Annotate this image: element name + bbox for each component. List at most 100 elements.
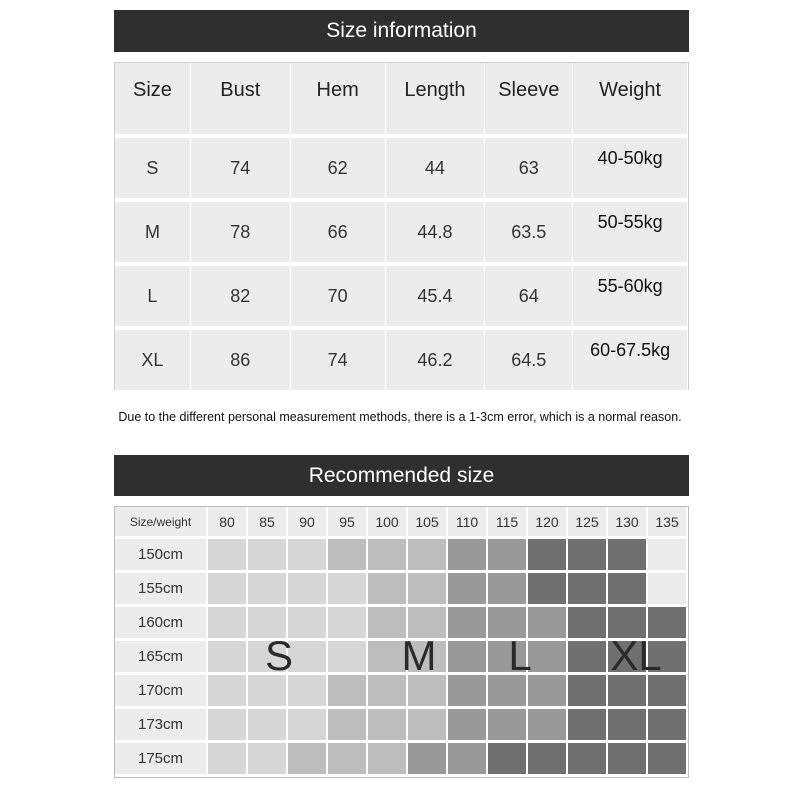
weight-header: 85 bbox=[248, 507, 288, 539]
size-cell bbox=[608, 641, 648, 675]
size-cell bbox=[208, 709, 248, 743]
weight-header: 125 bbox=[568, 507, 608, 539]
size-cell bbox=[568, 573, 608, 607]
size-cell bbox=[248, 675, 288, 709]
size-cell bbox=[528, 573, 568, 607]
size-cell bbox=[648, 675, 688, 709]
weight-header: 105 bbox=[408, 507, 448, 539]
table-cell: 70 bbox=[290, 266, 386, 326]
size-cell bbox=[528, 641, 568, 675]
size-cell bbox=[248, 573, 288, 607]
size-cell bbox=[208, 607, 248, 641]
table-cell: 63 bbox=[485, 138, 574, 198]
size-cell bbox=[288, 743, 328, 777]
table-cell: 64.5 bbox=[485, 330, 574, 390]
height-label: 165cm bbox=[115, 641, 208, 675]
size-cell bbox=[488, 743, 528, 777]
size-cell bbox=[648, 539, 688, 573]
table-cell: 50-55kg bbox=[573, 202, 688, 262]
column-header: Length bbox=[385, 63, 486, 134]
size-cell bbox=[248, 539, 288, 573]
size-cell bbox=[408, 743, 448, 777]
size-cell bbox=[328, 675, 368, 709]
table-row: S 74 62 44 63 40-50kg bbox=[115, 138, 688, 198]
table-cell: 45.4 bbox=[385, 266, 486, 326]
size-cell bbox=[288, 539, 328, 573]
size-cell bbox=[408, 675, 448, 709]
size-cell bbox=[288, 607, 328, 641]
size-cell bbox=[208, 539, 248, 573]
table-cell: 63.5 bbox=[485, 202, 574, 262]
size-cell bbox=[328, 539, 368, 573]
size-cell bbox=[328, 743, 368, 777]
weight-header: 120 bbox=[528, 507, 568, 539]
height-label: 160cm bbox=[115, 607, 208, 641]
size-cell bbox=[248, 607, 288, 641]
size-cell bbox=[408, 573, 448, 607]
size-cell bbox=[328, 573, 368, 607]
table-row: M 78 66 44.8 63.5 50-55kg bbox=[115, 202, 688, 262]
size-cell bbox=[608, 607, 648, 641]
size-cell bbox=[528, 539, 568, 573]
size-cell bbox=[408, 607, 448, 641]
size-cell bbox=[608, 675, 648, 709]
height-label: 173cm bbox=[115, 709, 208, 743]
table-cell: 74 bbox=[290, 330, 386, 390]
size-cell bbox=[648, 573, 688, 607]
size-zone-label: XL bbox=[610, 632, 662, 679]
size-zone-label: L bbox=[508, 632, 532, 679]
column-header: Size bbox=[115, 63, 191, 134]
size-cell bbox=[448, 675, 488, 709]
size-zone-label: M bbox=[401, 632, 437, 679]
size-cell bbox=[528, 675, 568, 709]
size-cell bbox=[568, 743, 608, 777]
column-header: Bust bbox=[190, 63, 291, 134]
size-cell bbox=[408, 641, 448, 675]
weight-header: 80 bbox=[208, 507, 248, 539]
size-cell bbox=[528, 709, 568, 743]
column-header: Weight bbox=[573, 63, 688, 134]
size-cell bbox=[248, 641, 288, 675]
size-cell bbox=[448, 607, 488, 641]
size-cell bbox=[288, 641, 328, 675]
size-cell bbox=[208, 641, 248, 675]
table-cell: 66 bbox=[290, 202, 386, 262]
size-cell bbox=[288, 709, 328, 743]
column-header: Sleeve bbox=[485, 63, 574, 134]
size-cell bbox=[368, 709, 408, 743]
column-header: Hem bbox=[290, 63, 386, 134]
size-cell bbox=[448, 641, 488, 675]
size-cell bbox=[608, 743, 648, 777]
size-info-title: Size information bbox=[114, 10, 689, 52]
size-cell bbox=[488, 675, 528, 709]
size-cell bbox=[488, 539, 528, 573]
table-cell: S bbox=[115, 138, 191, 198]
size-cell bbox=[368, 573, 408, 607]
size-cell bbox=[368, 743, 408, 777]
table-cell: 62 bbox=[290, 138, 386, 198]
recommended-title: Recommended size bbox=[114, 455, 689, 496]
size-cell bbox=[208, 675, 248, 709]
size-cell bbox=[288, 675, 328, 709]
table-cell: M bbox=[115, 202, 191, 262]
table-cell: 46.2 bbox=[385, 330, 486, 390]
size-cell bbox=[648, 641, 688, 675]
size-info-table: Size Bust Hem Length Sleeve Weight S 74 62 44 63 40… bbox=[114, 62, 689, 390]
measurement-note: Due to the different personal measuremen… bbox=[118, 410, 682, 424]
size-cell bbox=[488, 641, 528, 675]
table-row: L 82 70 45.4 64 55-60kg bbox=[115, 266, 688, 326]
weight-header: 130 bbox=[608, 507, 648, 539]
height-label: 175cm bbox=[115, 743, 208, 777]
size-cell bbox=[608, 573, 648, 607]
size-cell bbox=[568, 607, 608, 641]
weight-header: 115 bbox=[488, 507, 528, 539]
size-cell bbox=[328, 641, 368, 675]
table-cell: L bbox=[115, 266, 191, 326]
size-cell bbox=[288, 573, 328, 607]
table-cell: 86 bbox=[190, 330, 291, 390]
size-zone-label: S bbox=[264, 632, 294, 679]
size-cell bbox=[368, 641, 408, 675]
height-label: 170cm bbox=[115, 675, 208, 709]
size-cell bbox=[208, 573, 248, 607]
size-cell bbox=[208, 743, 248, 777]
